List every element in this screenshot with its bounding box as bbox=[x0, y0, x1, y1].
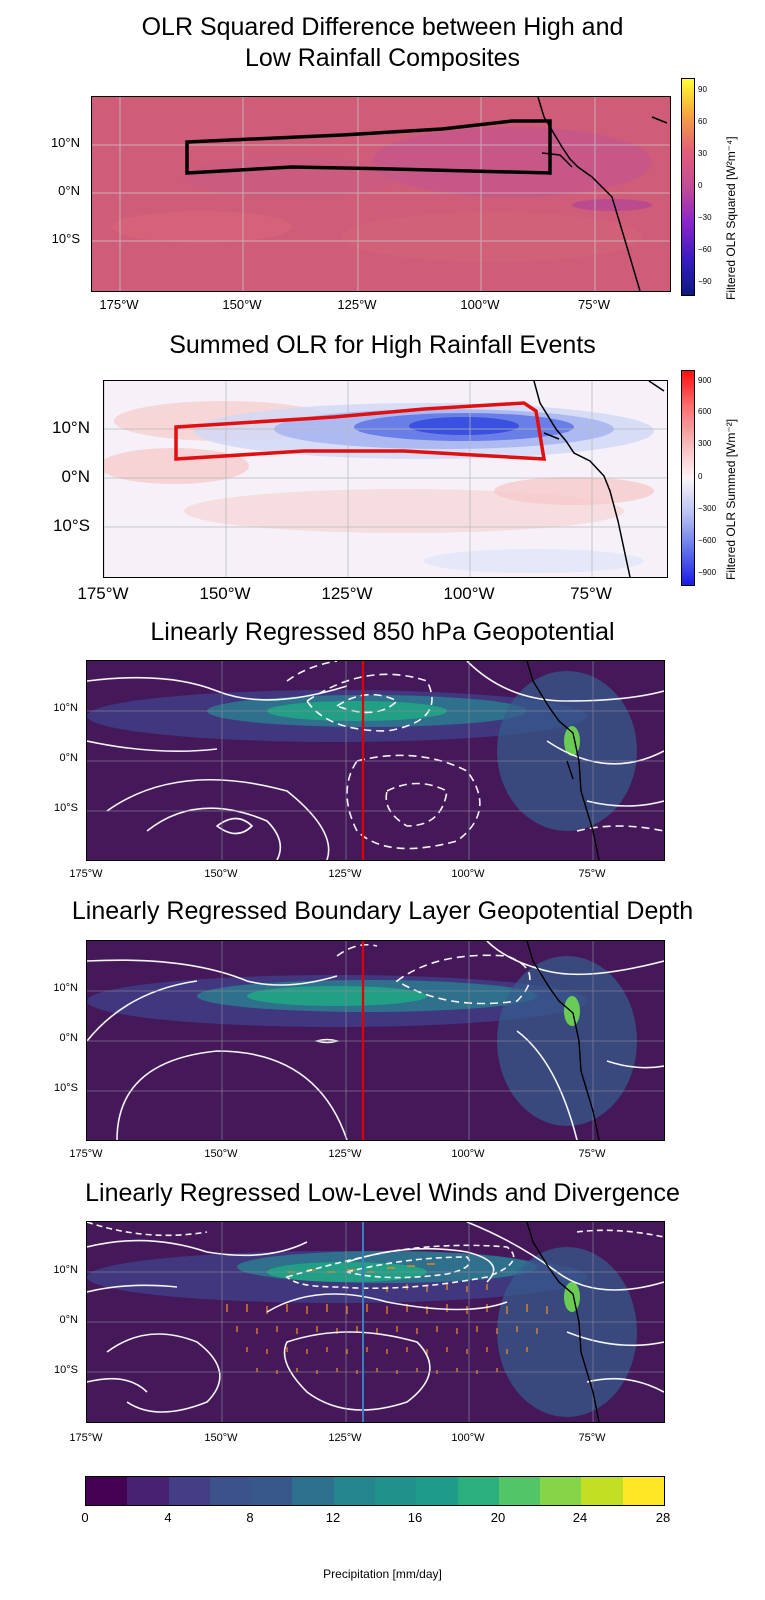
precip-tick-8: 8 bbox=[246, 1510, 254, 1525]
panel2-cbtick-6: −600 bbox=[698, 536, 717, 545]
panel2-xtick-1: 175°W bbox=[77, 584, 129, 603]
panel2-colorbar bbox=[681, 370, 695, 586]
panel2-xtick-5: 75°W bbox=[570, 584, 612, 603]
panel1-cbtick-1: 90 bbox=[698, 85, 707, 94]
panel2-cbtick-1: 900 bbox=[698, 376, 712, 385]
panel5-xtick-1: 175°W bbox=[69, 1432, 103, 1444]
precip-tick-16: 16 bbox=[407, 1510, 423, 1525]
panel4-title: Linearly Regressed Boundary Layer Geopot… bbox=[71, 897, 694, 925]
panel5-coastline bbox=[526, 1222, 600, 1422]
panel1-cbtick-5: −30 bbox=[698, 213, 712, 222]
panel1-map bbox=[91, 96, 671, 292]
panel2-colorbar-label: Filtered OLR Summed [Wm⁻²] bbox=[724, 418, 738, 580]
panel5-plot bbox=[87, 1222, 664, 1422]
panel1-xtick-2: 150°W bbox=[222, 297, 262, 312]
panel1-cbtick-7: −90 bbox=[698, 277, 712, 286]
panel3-coastline bbox=[526, 661, 600, 860]
panel1-title: OLR Squared Difference between High and … bbox=[141, 13, 624, 72]
panel2-ytick-2: 0°N bbox=[61, 467, 90, 486]
panel2-plot bbox=[104, 381, 667, 577]
panel1-ytick-2: 0°N bbox=[58, 183, 80, 198]
precip-tick-24: 24 bbox=[572, 1510, 588, 1525]
panel1-xtick-4: 100°W bbox=[460, 297, 500, 312]
panel4-ytick-3: 10°S bbox=[54, 1082, 78, 1094]
panel5-ytick-1: 10°N bbox=[53, 1264, 78, 1276]
precip-tick-20: 20 bbox=[490, 1510, 506, 1525]
panel1-plot bbox=[92, 97, 670, 291]
panel3-ytick-3: 10°S bbox=[54, 802, 78, 814]
panel1-cbtick-4: 0 bbox=[698, 181, 703, 190]
panel4-xtick-5: 75°W bbox=[578, 1148, 606, 1160]
panel4-ytick-2: 0°N bbox=[59, 1032, 78, 1044]
panel4-plot bbox=[87, 941, 664, 1140]
precip-tick-4: 4 bbox=[164, 1510, 172, 1525]
panel4-xtick-4: 100°W bbox=[451, 1148, 485, 1160]
panel1-ytick-1: 10°N bbox=[50, 135, 80, 150]
panel3-xtick-4: 100°W bbox=[451, 868, 485, 880]
panel2-region-box bbox=[174, 401, 547, 461]
panel2-ytick-3: 10°S bbox=[52, 516, 90, 535]
panel3-ytick-1: 10°N bbox=[53, 702, 78, 714]
panel3-xtick-2: 150°W bbox=[204, 868, 238, 880]
panel4-xtick-1: 175°W bbox=[69, 1148, 103, 1160]
panel1-colorbar-label: Filtered OLR Squared [W²m⁻⁴] bbox=[724, 136, 738, 300]
panel2-cbtick-7: −900 bbox=[698, 568, 717, 577]
panel4-ytick-1: 10°N bbox=[53, 982, 78, 994]
panel2-cbtick-4: 0 bbox=[698, 472, 703, 481]
panel5-xtick-5: 75°W bbox=[578, 1432, 606, 1444]
panel2-coastline bbox=[533, 381, 665, 577]
panel5-xtick-2: 150°W bbox=[204, 1432, 238, 1444]
panel1-colorbar bbox=[681, 78, 695, 296]
panel1-cbtick-6: −60 bbox=[698, 245, 712, 254]
panel4-xtick-2: 150°W bbox=[204, 1148, 238, 1160]
panel2-cbtick-3: 300 bbox=[698, 439, 712, 448]
panel2-xtick-4: 100°W bbox=[443, 584, 495, 603]
panel5-ytick-2: 0°N bbox=[59, 1314, 78, 1326]
panel1-region-box bbox=[185, 119, 552, 175]
panel2-cbtick-2: 600 bbox=[698, 407, 712, 416]
precip-tick-12: 12 bbox=[325, 1510, 341, 1525]
panel3-xtick-1: 175°W bbox=[69, 868, 103, 880]
panel3-xtick-3: 125°W bbox=[328, 868, 362, 880]
panel2-xtick-3: 125°W bbox=[321, 584, 373, 603]
panel3-plot bbox=[87, 661, 664, 860]
panel3-map bbox=[86, 660, 665, 861]
panel4-coastline bbox=[526, 941, 600, 1140]
panel1-xtick-5: 75°W bbox=[578, 297, 610, 312]
panel1-ytick-3: 10°S bbox=[51, 231, 80, 246]
panel1-xtick-3: 125°W bbox=[337, 297, 377, 312]
precip-colorbar bbox=[85, 1476, 665, 1506]
precip-colorbar-label: Precipitation [mm/day] bbox=[323, 1567, 442, 1581]
panel2-map bbox=[103, 380, 668, 578]
panel3-title: Linearly Regressed 850 hPa Geopotential bbox=[150, 618, 615, 646]
panel5-map bbox=[86, 1221, 665, 1423]
panel4-xtick-3: 125°W bbox=[328, 1148, 362, 1160]
panel5-xtick-4: 100°W bbox=[451, 1432, 485, 1444]
panel2-ytick-1: 10°N bbox=[52, 418, 90, 437]
panel1-cbtick-3: 30 bbox=[698, 149, 707, 158]
panel2-cbtick-5: −300 bbox=[698, 504, 717, 513]
panel3-ytick-2: 0°N bbox=[59, 752, 78, 764]
panel3-xtick-5: 75°W bbox=[578, 868, 606, 880]
panel2-xtick-2: 150°W bbox=[199, 584, 251, 603]
panel5-title: Linearly Regressed Low-Level Winds and D… bbox=[85, 1179, 680, 1207]
panel1-xtick-1: 175°W bbox=[99, 297, 139, 312]
precip-tick-0: 0 bbox=[81, 1510, 89, 1525]
precip-tick-28: 28 bbox=[655, 1510, 671, 1525]
panel5-xtick-3: 125°W bbox=[328, 1432, 362, 1444]
panel2-title: Summed OLR for High Rainfall Events bbox=[169, 331, 596, 359]
panel4-map bbox=[86, 940, 665, 1141]
panel1-cbtick-2: 60 bbox=[698, 117, 707, 126]
panel5-ytick-3: 10°S bbox=[54, 1364, 78, 1376]
